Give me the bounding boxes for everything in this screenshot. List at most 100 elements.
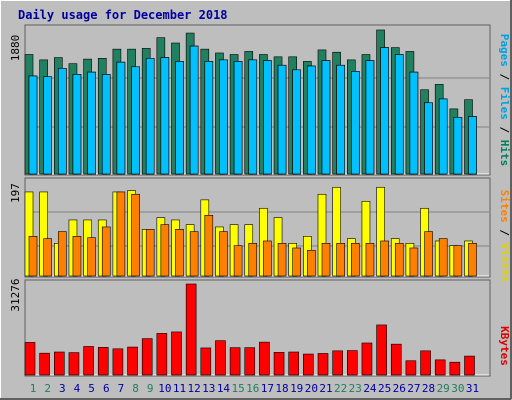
x-axis-day-label: 30: [451, 382, 464, 395]
x-axis-day-label: 11: [173, 382, 186, 395]
sites-bar: [438, 238, 448, 277]
sites-bar: [101, 226, 111, 277]
pages-bar: [468, 116, 477, 175]
pages-bar: [175, 61, 184, 175]
x-axis-day-label: 31: [466, 382, 479, 395]
kbytes-bar: [39, 352, 50, 376]
sites-bar: [336, 243, 345, 277]
sites-bar: [204, 214, 214, 277]
kbytes-bar: [141, 338, 153, 376]
sites-bar: [131, 193, 140, 277]
kbytes-bar: [185, 283, 197, 376]
sites-bar: [233, 245, 243, 277]
pages-bar: [307, 65, 316, 175]
x-axis-day-label: 28: [422, 382, 435, 395]
x-axis-day-label: 1: [30, 382, 37, 395]
kbytes-bar: [24, 342, 36, 376]
sites-bar: [468, 243, 477, 277]
pages-bar: [248, 59, 258, 175]
x-axis-day-label: 10: [158, 382, 171, 395]
kbytes-bar: [273, 352, 285, 376]
pages-bar: [394, 54, 404, 175]
x-axis-day-label: 9: [147, 382, 154, 395]
kbytes-bar: [376, 324, 387, 376]
sites-bar: [189, 231, 199, 277]
sites-bar: [263, 240, 272, 277]
legend-kbytes: KBytes: [498, 326, 511, 366]
x-axis-day-label: 3: [59, 382, 66, 395]
kbytes-bar: [449, 361, 461, 376]
sites-bar: [57, 231, 67, 277]
x-axis-day-label: 21: [319, 382, 332, 395]
pages-bar: [145, 58, 155, 175]
sites-bar: [160, 224, 170, 277]
pages-bar: [43, 76, 52, 175]
pages-bar: [336, 64, 345, 175]
x-axis-day-label: 8: [132, 382, 139, 395]
kbytes-bar: [317, 353, 329, 376]
x-axis-day-label: 7: [118, 382, 125, 395]
kbytes-bar: [229, 347, 241, 376]
x-axis-day-label: 27: [407, 382, 420, 395]
x-axis-day-label: 16: [246, 382, 259, 395]
pages-bar: [87, 71, 96, 175]
x-axis-day-label: 15: [231, 382, 244, 395]
chart-title: Daily usage for December 2018: [18, 8, 228, 22]
sites-bar: [394, 243, 404, 277]
sites-bar: [409, 247, 419, 277]
pages-bar: [365, 60, 375, 175]
x-axis-labels: 1 2 3 4 5 6 7 8 9 10 11 12 13 14 15 16 17 18 19 20 21 22 23 24 2…: [30, 382, 479, 395]
sites-bar: [72, 236, 82, 277]
x-axis-day-label: 26: [393, 382, 406, 395]
x-axis-day-label: 6: [103, 382, 110, 395]
kbytes-bar: [127, 346, 138, 376]
sites-bar: [145, 228, 155, 277]
legend-item: Sites: [498, 190, 511, 223]
kbytes-bar: [361, 342, 373, 376]
legends: Pages / Files / Hits Sites / Visits KBytes: [498, 34, 511, 366]
pages-bar: [131, 66, 140, 175]
pages-bar: [219, 59, 228, 175]
kbytes-bar: [420, 350, 431, 376]
kbytes-bar: [259, 341, 270, 376]
x-axis-day-label: 23: [349, 382, 362, 395]
pages-bar: [57, 67, 67, 175]
kbytes-bar: [112, 348, 124, 376]
pages-bar: [160, 57, 170, 175]
kbytes-bar: [83, 346, 94, 376]
pages-bar: [72, 74, 82, 175]
x-axis-day-label: 13: [202, 382, 215, 395]
sites-bar: [380, 240, 389, 277]
ytick-label-kbytes: 31276: [9, 278, 22, 311]
pages-bar: [453, 117, 463, 175]
sites-bar: [292, 247, 302, 277]
ytick-label-visits: 197: [9, 183, 22, 203]
kbytes-bar: [346, 350, 358, 376]
sites-bar: [277, 243, 287, 277]
sites-bar: [350, 243, 360, 277]
x-axis-day-label: 12: [188, 382, 201, 395]
x-axis-day-label: 17: [261, 382, 274, 395]
sites-bar: [453, 245, 463, 277]
sites-bar: [321, 243, 331, 277]
sites-bar: [28, 236, 38, 277]
kbytes-bar: [244, 347, 256, 376]
x-axis-day-label: 25: [378, 382, 391, 395]
bars: [24, 29, 477, 376]
sites-bar: [43, 238, 52, 277]
panel-frame: [24, 279, 491, 377]
pages-bar: [438, 98, 448, 175]
kbytes-bar: [464, 355, 475, 376]
x-axis-day-label: 14: [217, 382, 231, 395]
sites-bar: [424, 231, 433, 277]
sites-bar: [219, 231, 228, 277]
sites-bar: [365, 243, 375, 277]
pages-bar: [277, 64, 287, 175]
legend-item: Pages: [498, 34, 511, 67]
legend-item: Hits: [498, 140, 511, 167]
pages-bar: [350, 71, 360, 175]
kbytes-bar: [215, 340, 226, 376]
pages-bar: [263, 60, 272, 175]
kbytes-bar: [434, 359, 446, 376]
